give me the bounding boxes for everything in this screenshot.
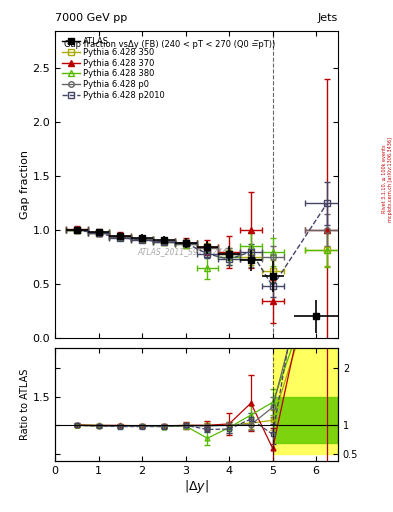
- Text: 7000 GeV pp: 7000 GeV pp: [55, 13, 127, 23]
- Y-axis label: Ratio to ATLAS: Ratio to ATLAS: [20, 369, 30, 440]
- Legend: ATLAS, Pythia 6.428 350, Pythia 6.428 370, Pythia 6.428 380, Pythia 6.428 p0, Py: ATLAS, Pythia 6.428 350, Pythia 6.428 37…: [59, 35, 167, 102]
- X-axis label: |$\Delta y$|: |$\Delta y$|: [184, 478, 209, 496]
- Y-axis label: Gap fraction: Gap fraction: [20, 150, 29, 219]
- Text: Jets: Jets: [318, 13, 338, 23]
- Text: ATLAS_2011_S9126244: ATLAS_2011_S9126244: [137, 247, 228, 257]
- Text: Gap fraction vsΔy (FB) (240 < pT < 270 (Q0 =̅pT)): Gap fraction vsΔy (FB) (240 < pT < 270 (…: [64, 40, 275, 49]
- Text: Rivet 3.1.10, ≥ 100k events
mcplots.cern.ch [arXiv:1306.3436]: Rivet 3.1.10, ≥ 100k events mcplots.cern…: [382, 137, 393, 222]
